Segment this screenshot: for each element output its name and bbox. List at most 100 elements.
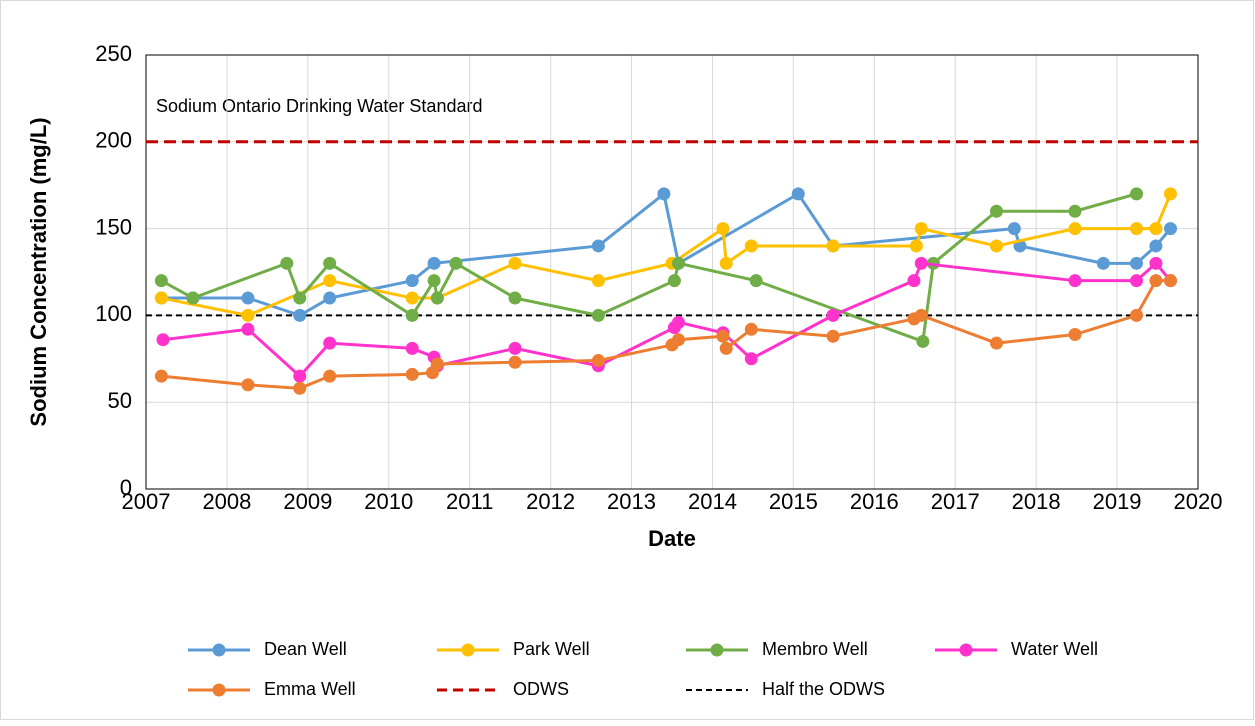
data-point bbox=[323, 274, 337, 288]
x-tick-label: 2009 bbox=[283, 489, 332, 514]
data-point bbox=[323, 369, 337, 383]
data-point bbox=[1068, 327, 1082, 341]
data-point bbox=[154, 291, 168, 305]
data-point bbox=[154, 369, 168, 383]
data-point bbox=[1096, 256, 1110, 270]
data-point bbox=[719, 341, 733, 355]
x-tick-label: 2010 bbox=[364, 489, 413, 514]
x-tick-label: 2012 bbox=[526, 489, 575, 514]
data-point bbox=[744, 239, 758, 253]
data-point bbox=[1129, 308, 1143, 322]
data-point bbox=[667, 274, 681, 288]
data-point bbox=[241, 291, 255, 305]
data-point bbox=[241, 308, 255, 322]
data-point bbox=[716, 329, 730, 343]
data-point bbox=[909, 239, 923, 253]
data-point bbox=[1163, 222, 1177, 236]
series-line bbox=[161, 279, 1171, 390]
data-point bbox=[405, 341, 419, 355]
data-point bbox=[154, 274, 168, 288]
data-point bbox=[716, 222, 730, 236]
data-point bbox=[1163, 274, 1177, 288]
legend-label: Emma Well bbox=[264, 679, 356, 699]
data-point bbox=[591, 274, 605, 288]
data-point bbox=[671, 256, 685, 270]
data-point bbox=[293, 308, 307, 322]
data-point bbox=[990, 336, 1004, 350]
y-tick-label: 250 bbox=[95, 41, 132, 66]
data-point bbox=[914, 308, 928, 322]
data-point bbox=[449, 256, 463, 270]
x-tick-label: 2017 bbox=[931, 489, 980, 514]
data-point bbox=[826, 308, 840, 322]
x-tick-label: 2020 bbox=[1174, 489, 1223, 514]
y-axis-label: Sodium Concentration (mg/L) bbox=[26, 117, 51, 426]
data-point bbox=[280, 256, 294, 270]
data-point bbox=[1068, 204, 1082, 218]
legend-marker bbox=[461, 643, 475, 657]
data-point bbox=[293, 369, 307, 383]
data-point bbox=[1149, 274, 1163, 288]
legend-marker bbox=[212, 683, 226, 697]
x-tick-label: 2011 bbox=[446, 489, 493, 514]
data-point bbox=[591, 239, 605, 253]
data-point bbox=[1129, 274, 1143, 288]
x-tick-label: 2013 bbox=[607, 489, 656, 514]
data-point bbox=[508, 291, 522, 305]
data-point bbox=[427, 256, 441, 270]
data-point bbox=[671, 333, 685, 347]
data-point bbox=[791, 187, 805, 201]
data-point bbox=[405, 367, 419, 381]
data-point bbox=[914, 222, 928, 236]
legend-label: Dean Well bbox=[264, 639, 347, 659]
data-point bbox=[427, 274, 441, 288]
data-point bbox=[826, 239, 840, 253]
data-point bbox=[508, 256, 522, 270]
x-tick-label: 2014 bbox=[688, 489, 737, 514]
y-tick-label: 200 bbox=[95, 128, 132, 153]
data-point bbox=[1129, 222, 1143, 236]
data-point bbox=[914, 256, 928, 270]
x-tick-label: 2007 bbox=[122, 489, 171, 514]
data-point bbox=[1068, 222, 1082, 236]
legend-label: Water Well bbox=[1011, 639, 1098, 659]
data-point bbox=[591, 308, 605, 322]
data-point bbox=[1149, 239, 1163, 253]
data-point bbox=[591, 354, 605, 368]
data-point bbox=[719, 256, 733, 270]
legend-label: Half the ODWS bbox=[762, 679, 885, 699]
plot-border bbox=[145, 54, 1199, 490]
data-point bbox=[430, 291, 444, 305]
data-point bbox=[323, 336, 337, 350]
legend-label: ODWS bbox=[513, 679, 569, 699]
data-point bbox=[508, 355, 522, 369]
data-point bbox=[405, 291, 419, 305]
data-point bbox=[1068, 274, 1082, 288]
x-tick-label: 2018 bbox=[1012, 489, 1061, 514]
data-point bbox=[744, 352, 758, 366]
x-tick-label: 2019 bbox=[1093, 489, 1142, 514]
data-point bbox=[293, 381, 307, 395]
data-point bbox=[156, 333, 170, 347]
data-point bbox=[241, 322, 255, 336]
data-point bbox=[744, 322, 758, 336]
data-point bbox=[1149, 222, 1163, 236]
data-point bbox=[1129, 256, 1143, 270]
data-point bbox=[749, 274, 763, 288]
y-tick-label: 150 bbox=[95, 214, 132, 239]
data-point bbox=[990, 204, 1004, 218]
legend-marker bbox=[959, 643, 973, 657]
x-tick-label: 2008 bbox=[202, 489, 251, 514]
legend-marker bbox=[710, 643, 724, 657]
legend-marker bbox=[212, 643, 226, 657]
x-tick-label: 2015 bbox=[769, 489, 818, 514]
legend-label: Park Well bbox=[513, 639, 590, 659]
data-point bbox=[1163, 187, 1177, 201]
x-tick-label: 2016 bbox=[850, 489, 899, 514]
y-tick-label: 50 bbox=[108, 388, 132, 413]
y-tick-label: 100 bbox=[95, 301, 132, 326]
data-point bbox=[907, 274, 921, 288]
data-point bbox=[1149, 256, 1163, 270]
